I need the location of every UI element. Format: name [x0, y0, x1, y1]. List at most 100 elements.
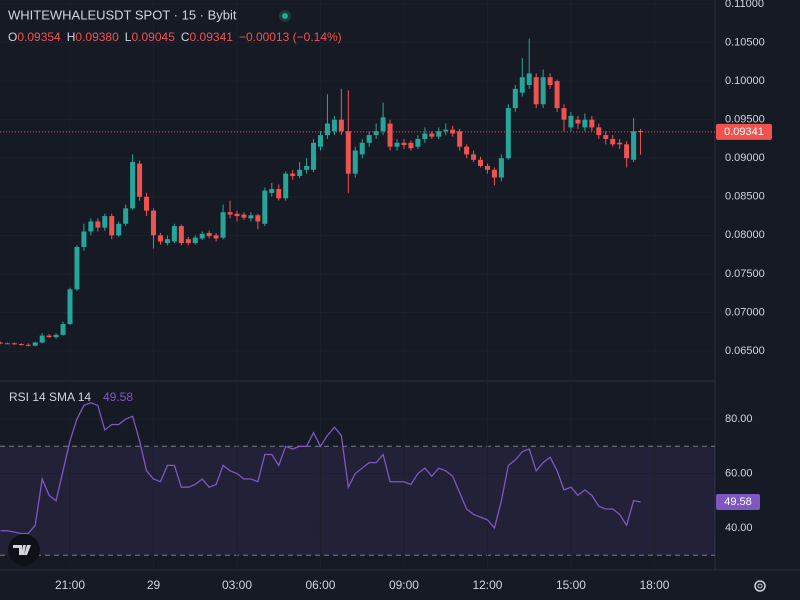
candle-body: [540, 77, 546, 105]
candle-body: [422, 133, 428, 139]
candle-body: [255, 215, 261, 222]
y-tick-label: 0.08500: [725, 191, 765, 203]
candle-body: [373, 131, 379, 136]
candle-body: [443, 129, 449, 132]
rsi-value-label: 49.58: [724, 496, 752, 508]
ohlc-key: O: [8, 30, 17, 44]
settings-icon[interactable]: [754, 580, 766, 592]
candle-body: [380, 117, 386, 132]
candle-body: [331, 119, 337, 132]
y-tick-label: 80.00: [725, 413, 753, 425]
y-tick-label: 0.10000: [725, 75, 765, 87]
y-tick-label: 0.10500: [725, 36, 765, 48]
candle-body: [109, 216, 115, 236]
y-tick-label: 60.00: [725, 467, 753, 479]
candle-body: [144, 196, 150, 211]
candle-body: [450, 129, 456, 134]
y-tick-label: 40.00: [725, 522, 753, 534]
candle-body: [401, 142, 407, 146]
candle-body: [262, 190, 268, 224]
candle-body: [554, 81, 560, 109]
ohlc-key: H: [67, 30, 76, 44]
ohlc-value: 0.09045: [131, 30, 175, 44]
candle-body: [220, 212, 226, 238]
candle-body: [317, 135, 323, 147]
candle-body: [95, 221, 101, 228]
candle-body: [464, 146, 470, 155]
candle-body: [429, 133, 435, 137]
candle-body: [67, 289, 73, 325]
x-tick-label: 29: [147, 578, 161, 592]
candle-body: [617, 142, 623, 145]
candle-body: [248, 215, 254, 219]
candle-body: [526, 73, 532, 85]
candle-body: [436, 131, 442, 137]
candle-body: [359, 142, 365, 155]
candle-body: [575, 119, 581, 124]
candle-body: [596, 127, 602, 136]
candle-body: [484, 165, 490, 170]
y-tick-label: 0.06500: [725, 345, 765, 357]
candle-body: [123, 208, 129, 224]
x-tick-label: 18:00: [639, 578, 669, 592]
x-tick-label: 06:00: [305, 578, 335, 592]
candle-body: [185, 239, 191, 244]
candle-body: [150, 210, 156, 236]
tv-logo: [8, 534, 40, 566]
candle-body: [46, 335, 52, 338]
candle-body: [11, 343, 17, 345]
ohlc-value: 0.09354: [17, 30, 61, 44]
ohlc-value: 0.09380: [75, 30, 119, 44]
candle-body: [304, 165, 310, 170]
y-tick-label: 0.07500: [725, 268, 765, 280]
candle-body: [568, 115, 574, 128]
labels-group: 21:00 29 03:00 06:00 09:00 12:00 15:00 18:00 0.0…: [55, 0, 772, 592]
y-tick-label: 0.09000: [725, 152, 765, 164]
candle-body: [206, 233, 212, 237]
candle-body: [164, 239, 170, 244]
grid-group: [0, 0, 715, 570]
x-tick-label: 09:00: [389, 578, 419, 592]
rsi-legend-value: 49.58: [103, 390, 133, 404]
candle-body: [547, 77, 553, 85]
ohlc-change: −0.00013 (−0.14%): [239, 30, 342, 44]
candle-body: [457, 131, 463, 147]
candle-body: [610, 138, 616, 145]
candle-body: [4, 343, 10, 345]
candle-body: [324, 123, 330, 136]
chart-title: WHITEWHALEUSDT SPOT · 15 · Bybit: [8, 7, 237, 22]
candle-body: [582, 119, 588, 128]
candle-body: [498, 158, 504, 178]
marks-group: [0, 38, 715, 535]
rsi-band-fill: [0, 446, 715, 556]
candle-body: [561, 108, 567, 120]
candle-body: [137, 163, 143, 197]
last-price-box: [716, 123, 772, 140]
ohlc-legend: O0.09354 H0.09380 L0.09045 C0.09341 −0.00013…: [8, 30, 342, 44]
rsi-title: RSI 14 SMA 14: [9, 390, 91, 404]
candle-body: [25, 344, 31, 346]
candle-body: [116, 223, 122, 236]
status-dot: [282, 13, 288, 19]
candle-body: [241, 214, 247, 218]
candle-body: [352, 150, 358, 174]
candle-body: [624, 144, 630, 159]
candle-body: [39, 335, 45, 343]
candle-body: [157, 235, 163, 242]
candle-body: [533, 77, 539, 105]
y-tick-label: 0.09500: [725, 114, 765, 126]
candle-body: [178, 226, 184, 244]
candle-body: [0, 342, 3, 344]
candle-body: [276, 189, 282, 199]
candle-body: [53, 334, 59, 338]
candle-body: [32, 342, 38, 346]
y-tick-label: 0.11000: [725, 0, 764, 10]
candle-body: [519, 77, 525, 93]
candle-body: [283, 173, 289, 199]
candle-body: [18, 344, 24, 346]
candle-body: [638, 130, 644, 132]
ohlc-key: C: [181, 30, 190, 44]
candle-body: [387, 123, 393, 147]
candle-body: [603, 135, 609, 139]
